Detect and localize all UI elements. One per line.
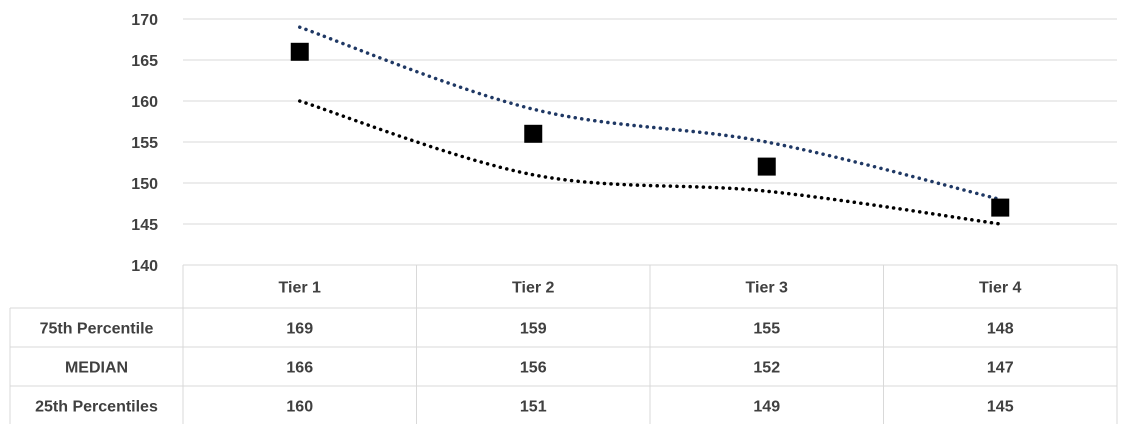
median-marker: [991, 198, 1010, 217]
series-layer: [290, 25, 1010, 226]
y-tick-label: 145: [131, 217, 158, 234]
table-cell: 156: [520, 360, 547, 377]
table-cell: 152: [753, 360, 780, 377]
x-tick-label: Tier 3: [746, 280, 789, 297]
table-cell: 166: [286, 360, 313, 377]
table-row-label: 75th Percentile: [40, 321, 154, 338]
x-tick-label: Tier 1: [279, 280, 322, 297]
gridlines: [183, 18, 1117, 225]
series-line: [298, 25, 1002, 202]
table-row-label: 25th Percentiles: [35, 399, 158, 416]
y-tick-label: 160: [131, 94, 158, 111]
y-axis-tick-labels: 140 145 150 155 160 165 170: [131, 12, 158, 275]
x-tick-label: Tier 2: [512, 280, 555, 297]
y-tick-label: 140: [131, 258, 158, 275]
table-cell: 159: [520, 321, 547, 338]
x-tick-label: Tier 4: [979, 280, 1022, 297]
table-cell: 149: [753, 399, 780, 416]
y-tick-label: 150: [131, 176, 158, 193]
y-tick-label: 170: [131, 12, 158, 29]
table-cell: 147: [987, 360, 1014, 377]
series-line: [298, 99, 1002, 226]
y-tick-label: 155: [131, 135, 158, 152]
table-row-label: MEDIAN: [65, 360, 128, 377]
table-cell: 169: [286, 321, 313, 338]
median-marker: [524, 124, 543, 143]
table-cell: 145: [987, 399, 1014, 416]
median-marker: [290, 42, 309, 61]
table-cell: 155: [753, 321, 780, 338]
median-marker: [757, 157, 776, 176]
y-tick-label: 165: [131, 53, 158, 70]
table-cell: 148: [987, 321, 1014, 338]
data-table: Tier 1 Tier 2 Tier 3 Tier 4 75th Percentile 1…: [9, 264, 1118, 424]
table-cell: 160: [286, 399, 313, 416]
table-cell: 151: [520, 399, 547, 416]
